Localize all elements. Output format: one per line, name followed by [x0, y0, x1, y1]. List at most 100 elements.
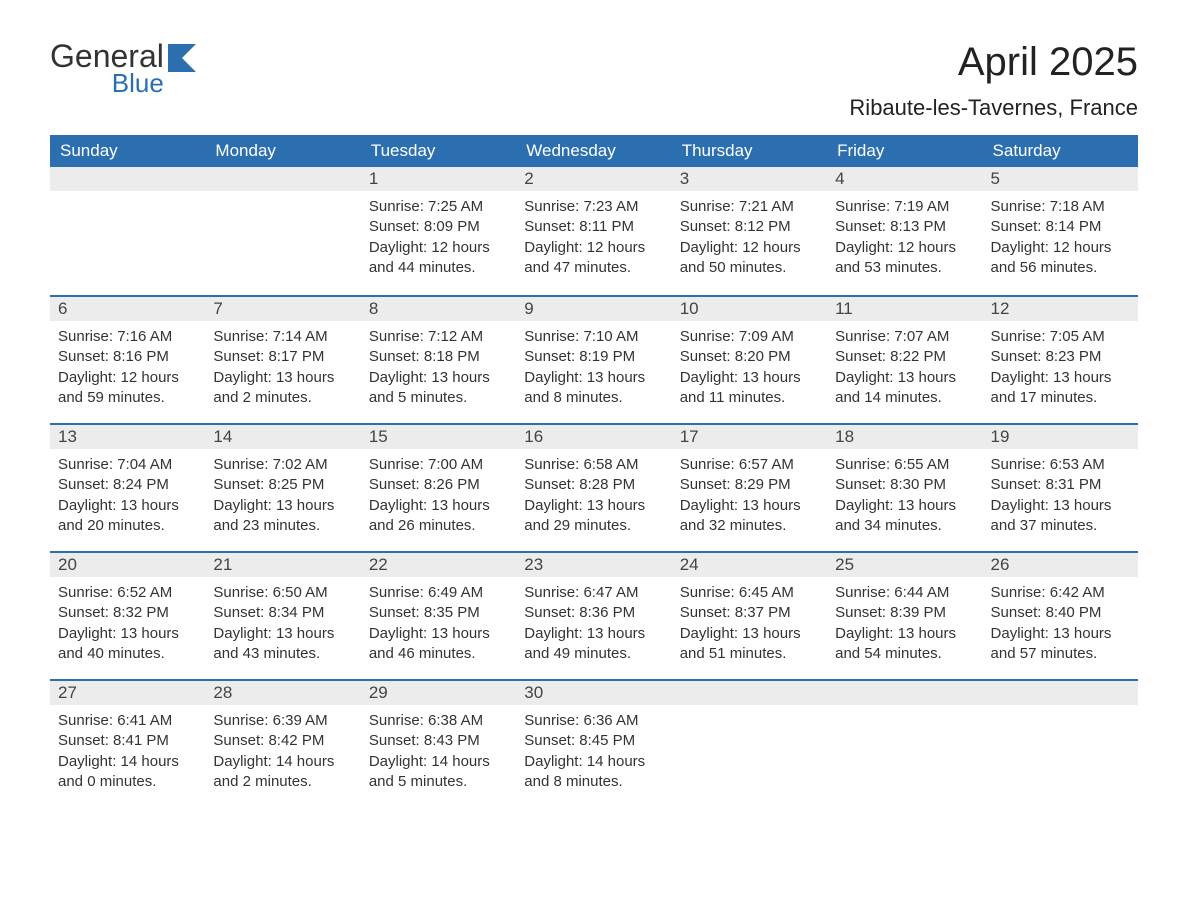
- calendar-cell: 27Sunrise: 6:41 AMSunset: 8:41 PMDayligh…: [50, 681, 205, 807]
- sunset-line: Sunset: 8:36 PM: [524, 603, 663, 623]
- sunrise-line: Sunrise: 7:18 AM: [991, 197, 1130, 217]
- cell-body: Sunrise: 7:19 AMSunset: 8:13 PMDaylight:…: [827, 191, 982, 292]
- day-number: 23: [516, 553, 671, 577]
- cell-body: Sunrise: 7:10 AMSunset: 8:19 PMDaylight:…: [516, 321, 671, 422]
- calendar-cell: 3Sunrise: 7:21 AMSunset: 8:12 PMDaylight…: [672, 167, 827, 295]
- calendar-cell: 23Sunrise: 6:47 AMSunset: 8:36 PMDayligh…: [516, 553, 671, 679]
- logo-flag-icon: [168, 44, 202, 72]
- day-number: [983, 681, 1138, 705]
- calendar-cell: 4Sunrise: 7:19 AMSunset: 8:13 PMDaylight…: [827, 167, 982, 295]
- daylight-line: Daylight: 12 hours and 53 minutes.: [835, 238, 974, 279]
- sunrise-line: Sunrise: 7:25 AM: [369, 197, 508, 217]
- cell-body: Sunrise: 6:47 AMSunset: 8:36 PMDaylight:…: [516, 577, 671, 678]
- day-number: 2: [516, 167, 671, 191]
- sunrise-line: Sunrise: 7:00 AM: [369, 455, 508, 475]
- week-row: 20Sunrise: 6:52 AMSunset: 8:32 PMDayligh…: [50, 551, 1138, 679]
- cell-body: Sunrise: 7:16 AMSunset: 8:16 PMDaylight:…: [50, 321, 205, 422]
- calendar-cell: 1Sunrise: 7:25 AMSunset: 8:09 PMDaylight…: [361, 167, 516, 295]
- cell-body: Sunrise: 6:44 AMSunset: 8:39 PMDaylight:…: [827, 577, 982, 678]
- calendar-cell: 14Sunrise: 7:02 AMSunset: 8:25 PMDayligh…: [205, 425, 360, 551]
- daylight-line: Daylight: 13 hours and 5 minutes.: [369, 368, 508, 409]
- sunrise-line: Sunrise: 7:09 AM: [680, 327, 819, 347]
- daylight-line: Daylight: 13 hours and 17 minutes.: [991, 368, 1130, 409]
- day-number: 28: [205, 681, 360, 705]
- day-number: [205, 167, 360, 191]
- sunset-line: Sunset: 8:29 PM: [680, 475, 819, 495]
- sunrise-line: Sunrise: 6:42 AM: [991, 583, 1130, 603]
- daylight-line: Daylight: 13 hours and 32 minutes.: [680, 496, 819, 537]
- cell-body: Sunrise: 6:50 AMSunset: 8:34 PMDaylight:…: [205, 577, 360, 678]
- calendar-cell: [983, 681, 1138, 807]
- daylight-line: Daylight: 13 hours and 23 minutes.: [213, 496, 352, 537]
- day-number: 15: [361, 425, 516, 449]
- sunset-line: Sunset: 8:16 PM: [58, 347, 197, 367]
- sunset-line: Sunset: 8:41 PM: [58, 731, 197, 751]
- daylight-line: Daylight: 13 hours and 8 minutes.: [524, 368, 663, 409]
- calendar-cell: 17Sunrise: 6:57 AMSunset: 8:29 PMDayligh…: [672, 425, 827, 551]
- week-row: 13Sunrise: 7:04 AMSunset: 8:24 PMDayligh…: [50, 423, 1138, 551]
- sunrise-line: Sunrise: 6:55 AM: [835, 455, 974, 475]
- sunset-line: Sunset: 8:35 PM: [369, 603, 508, 623]
- day-number: 4: [827, 167, 982, 191]
- cell-body: Sunrise: 6:55 AMSunset: 8:30 PMDaylight:…: [827, 449, 982, 550]
- cell-body: Sunrise: 6:38 AMSunset: 8:43 PMDaylight:…: [361, 705, 516, 806]
- calendar-cell: 2Sunrise: 7:23 AMSunset: 8:11 PMDaylight…: [516, 167, 671, 295]
- sunrise-line: Sunrise: 6:57 AM: [680, 455, 819, 475]
- calendar-cell: 13Sunrise: 7:04 AMSunset: 8:24 PMDayligh…: [50, 425, 205, 551]
- day-number: 25: [827, 553, 982, 577]
- sunset-line: Sunset: 8:11 PM: [524, 217, 663, 237]
- day-number: 24: [672, 553, 827, 577]
- day-number: 18: [827, 425, 982, 449]
- daylight-line: Daylight: 14 hours and 5 minutes.: [369, 752, 508, 793]
- sunset-line: Sunset: 8:40 PM: [991, 603, 1130, 623]
- day-number: 16: [516, 425, 671, 449]
- month-title: April 2025: [849, 40, 1138, 85]
- cell-body: Sunrise: 6:39 AMSunset: 8:42 PMDaylight:…: [205, 705, 360, 806]
- sunrise-line: Sunrise: 7:14 AM: [213, 327, 352, 347]
- sunrise-line: Sunrise: 7:04 AM: [58, 455, 197, 475]
- sunset-line: Sunset: 8:30 PM: [835, 475, 974, 495]
- sunrise-line: Sunrise: 6:36 AM: [524, 711, 663, 731]
- day-number: 1: [361, 167, 516, 191]
- week-row: 6Sunrise: 7:16 AMSunset: 8:16 PMDaylight…: [50, 295, 1138, 423]
- daylight-line: Daylight: 13 hours and 11 minutes.: [680, 368, 819, 409]
- daylight-line: Daylight: 13 hours and 43 minutes.: [213, 624, 352, 665]
- cell-body: Sunrise: 6:42 AMSunset: 8:40 PMDaylight:…: [983, 577, 1138, 678]
- calendar-cell: [50, 167, 205, 295]
- calendar-cell: 30Sunrise: 6:36 AMSunset: 8:45 PMDayligh…: [516, 681, 671, 807]
- day-header: Thursday: [672, 135, 827, 167]
- sunrise-line: Sunrise: 7:02 AM: [213, 455, 352, 475]
- daylight-line: Daylight: 13 hours and 2 minutes.: [213, 368, 352, 409]
- calendar-cell: [827, 681, 982, 807]
- sunset-line: Sunset: 8:43 PM: [369, 731, 508, 751]
- sunrise-line: Sunrise: 7:10 AM: [524, 327, 663, 347]
- day-number: 22: [361, 553, 516, 577]
- calendar-cell: 28Sunrise: 6:39 AMSunset: 8:42 PMDayligh…: [205, 681, 360, 807]
- cell-body: Sunrise: 7:21 AMSunset: 8:12 PMDaylight:…: [672, 191, 827, 292]
- calendar-cell: 7Sunrise: 7:14 AMSunset: 8:17 PMDaylight…: [205, 297, 360, 423]
- day-number: 14: [205, 425, 360, 449]
- cell-body: Sunrise: 6:36 AMSunset: 8:45 PMDaylight:…: [516, 705, 671, 806]
- daylight-line: Daylight: 13 hours and 26 minutes.: [369, 496, 508, 537]
- cell-body: Sunrise: 6:53 AMSunset: 8:31 PMDaylight:…: [983, 449, 1138, 550]
- title-group: April 2025 Ribaute-les-Tavernes, France: [849, 40, 1138, 121]
- daylight-line: Daylight: 13 hours and 46 minutes.: [369, 624, 508, 665]
- sunset-line: Sunset: 8:23 PM: [991, 347, 1130, 367]
- daylight-line: Daylight: 14 hours and 2 minutes.: [213, 752, 352, 793]
- sunrise-line: Sunrise: 6:52 AM: [58, 583, 197, 603]
- daylight-line: Daylight: 14 hours and 0 minutes.: [58, 752, 197, 793]
- day-number: 3: [672, 167, 827, 191]
- daylight-line: Daylight: 12 hours and 56 minutes.: [991, 238, 1130, 279]
- cell-body: Sunrise: 7:05 AMSunset: 8:23 PMDaylight:…: [983, 321, 1138, 422]
- cell-body: Sunrise: 7:02 AMSunset: 8:25 PMDaylight:…: [205, 449, 360, 550]
- cell-body: Sunrise: 6:52 AMSunset: 8:32 PMDaylight:…: [50, 577, 205, 678]
- calendar-cell: 9Sunrise: 7:10 AMSunset: 8:19 PMDaylight…: [516, 297, 671, 423]
- calendar-cell: 11Sunrise: 7:07 AMSunset: 8:22 PMDayligh…: [827, 297, 982, 423]
- header: General Blue April 2025 Ribaute-les-Tave…: [50, 40, 1138, 121]
- day-number: 6: [50, 297, 205, 321]
- day-number: 11: [827, 297, 982, 321]
- sunrise-line: Sunrise: 6:45 AM: [680, 583, 819, 603]
- daylight-line: Daylight: 12 hours and 59 minutes.: [58, 368, 197, 409]
- calendar-cell: 26Sunrise: 6:42 AMSunset: 8:40 PMDayligh…: [983, 553, 1138, 679]
- daylight-line: Daylight: 13 hours and 49 minutes.: [524, 624, 663, 665]
